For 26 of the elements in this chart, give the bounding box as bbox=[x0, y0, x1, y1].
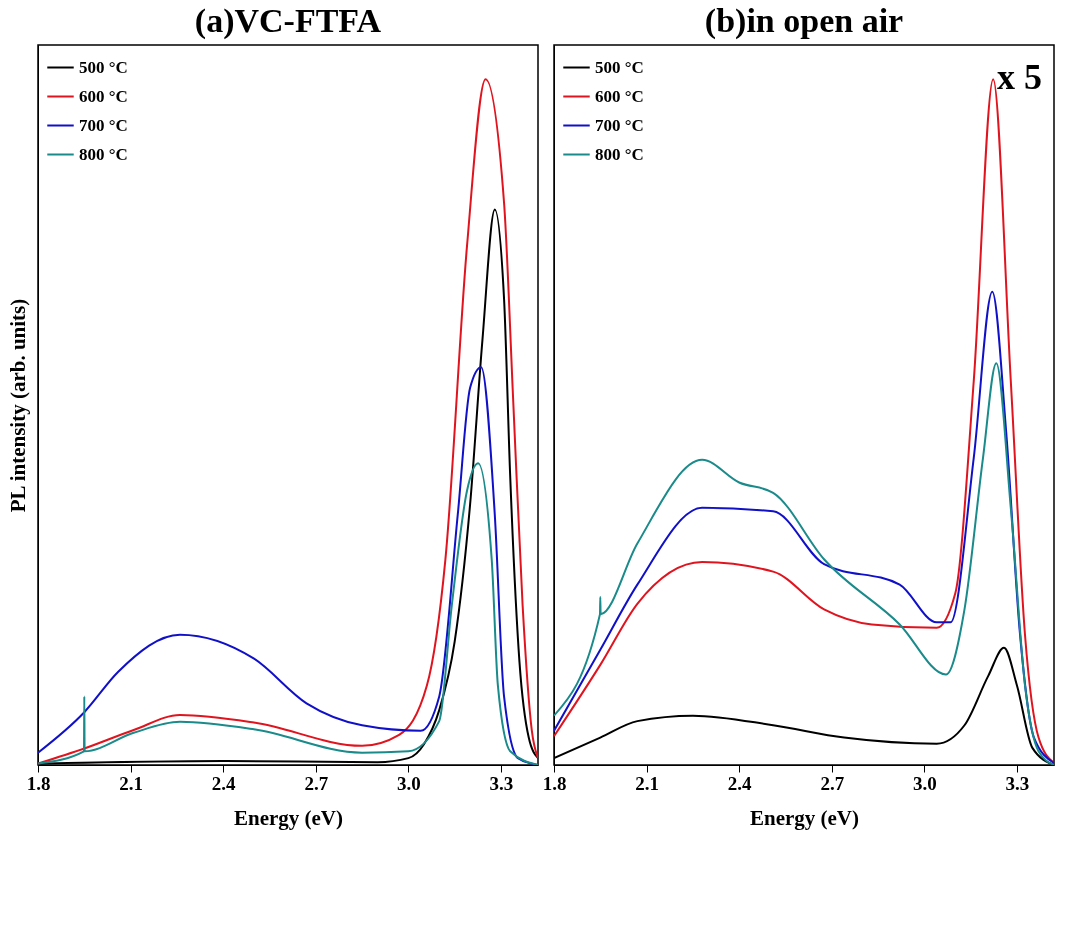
y-axis-title: PL intensity (arb. units) bbox=[5, 298, 30, 513]
legend-label: 600 °C bbox=[595, 86, 644, 106]
x-tick-label: 2.4 bbox=[727, 772, 753, 794]
x-tick-label: 2.1 bbox=[635, 772, 659, 794]
legend-label: 600 °C bbox=[79, 86, 128, 106]
x-tick-label: 2.1 bbox=[119, 772, 143, 794]
x-tick-label: 3.3 bbox=[1005, 772, 1030, 794]
legend-label: 500 °C bbox=[595, 57, 644, 77]
x-tick-label: 3.0 bbox=[397, 772, 421, 794]
annotation: x 5 bbox=[997, 57, 1042, 97]
x-tick-label: 2.4 bbox=[211, 772, 237, 794]
legend-label: 800 °C bbox=[595, 144, 644, 164]
legend-label: 700 °C bbox=[595, 115, 644, 135]
x-tick-label: 3.0 bbox=[913, 772, 937, 794]
legend-label: 700 °C bbox=[79, 115, 128, 135]
x-axis-title: Energy (eV) bbox=[749, 805, 860, 830]
x-tick-label: 3.3 bbox=[489, 772, 514, 794]
chart-title: (b)in open air bbox=[704, 2, 904, 40]
x-tick-label: 2.7 bbox=[304, 772, 329, 794]
legend-label: 800 °C bbox=[79, 144, 128, 164]
x-tick-label: 2.7 bbox=[820, 772, 845, 794]
x-tick-label: 1.8 bbox=[542, 772, 567, 794]
x-tick-label: 1.8 bbox=[26, 772, 51, 794]
legend-label: 500 °C bbox=[79, 57, 128, 77]
x-axis-title: Energy (eV) bbox=[233, 805, 344, 830]
chart-title: (a)VC-FTFA bbox=[194, 2, 382, 40]
